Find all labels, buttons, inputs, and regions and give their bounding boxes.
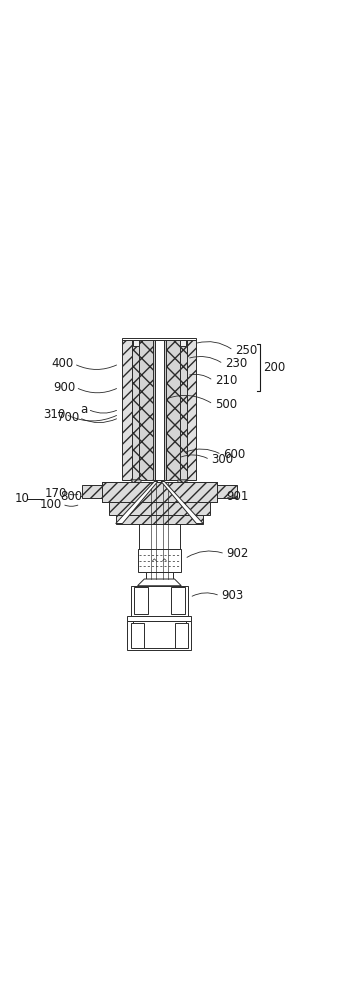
Text: 500: 500 [215,398,237,411]
Bar [127,616,191,621]
Text: 700: 700 [57,411,79,424]
Polygon shape [172,480,187,508]
Text: 901: 901 [227,490,249,503]
Text: 200: 200 [263,361,285,374]
Bar [133,340,139,346]
Text: 100: 100 [40,498,62,511]
Bar [82,485,237,498]
Bar [146,572,173,579]
Bar [134,587,148,614]
Bar [122,338,196,340]
Text: 300: 300 [212,453,234,466]
Text: a: a [80,403,88,416]
Bar [132,340,139,480]
Bar [131,623,144,648]
Polygon shape [138,579,181,586]
Text: 800: 800 [60,490,82,503]
Bar [171,587,185,614]
Bar [133,621,186,648]
Text: 900: 900 [54,381,76,394]
Bar [102,482,217,502]
Text: 903: 903 [222,589,244,602]
Bar [155,340,164,480]
Bar [122,340,132,480]
Bar [180,340,187,480]
Bar [175,623,188,648]
Bar [127,621,191,650]
Polygon shape [116,482,158,524]
Bar [187,340,196,480]
Polygon shape [132,480,147,508]
Text: 600: 600 [223,448,245,461]
Bar [153,340,155,480]
Text: 210: 210 [215,374,237,387]
Bar [180,340,186,346]
Bar [102,482,217,502]
Text: 230: 230 [225,357,247,370]
Bar [131,586,188,616]
Bar [164,340,166,480]
Polygon shape [161,482,203,524]
Text: 250: 250 [235,344,257,357]
Text: 902: 902 [227,547,249,560]
Text: 400: 400 [52,357,74,370]
Bar [139,340,180,480]
Text: 170: 170 [45,487,67,500]
Bar [116,515,203,524]
Bar [138,549,181,572]
Text: 10: 10 [15,492,30,505]
Bar [139,524,180,549]
Text: 310: 310 [43,408,66,421]
Bar [109,502,210,515]
